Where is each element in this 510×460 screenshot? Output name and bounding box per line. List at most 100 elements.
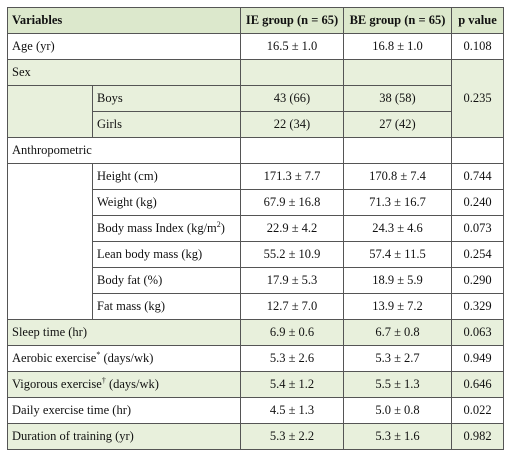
label-cell: Sleep time (hr) [7,319,241,346]
be-value: 18.9 ± 5.9 [343,267,452,294]
p-value: 0.108 [451,33,504,60]
label-cell: Sex [7,59,241,86]
label-cell: Boys [92,85,241,112]
table-row: Vigorous exercise† (days/wk) 5.4 ± 1.2 5.5… [7,371,504,398]
label-text: Lean body mass (kg) [97,247,203,261]
be-value: 5.5 ± 1.3 [343,371,452,398]
label-cell: Fat mass (kg) [92,293,241,320]
label-cell: Height (cm) [92,163,241,190]
be-value: 13.9 ± 7.2 [343,293,452,320]
ie-value: 16.5 ± 1.0 [240,33,344,60]
header-row: Variables IE group (n = 65) BE group (n = … [7,7,504,34]
p-value: 0.022 [451,397,504,424]
be-value: 5.3 ± 2.7 [343,345,452,372]
be-value: 6.7 ± 0.8 [343,319,452,346]
ie-value: 17.9 ± 5.3 [240,267,344,294]
p-value: 0.240 [451,189,504,216]
label-text: Age (yr) [12,39,55,53]
label-text: Duration of training (yr) [12,429,134,443]
be-value: 170.8 ± 7.4 [343,163,452,190]
label-text: Sleep time (hr) [12,325,87,339]
p-value: 0.329 [451,293,504,320]
be-value: 71.3 ± 16.7 [343,189,452,216]
label-text: Height (cm) [97,169,158,183]
ie-value: 43 (66) [240,85,344,112]
indent-cell [7,163,93,320]
p-value: 0.073 [451,215,504,242]
ie-value: 171.3 ± 7.7 [240,163,344,190]
empty-cell [240,137,344,164]
empty-cell [343,59,452,86]
table-row: Daily exercise time (hr) 4.5 ± 1.3 5.0 ± 0… [7,397,504,424]
data-table: Variables IE group (n = 65) BE group (n = … [7,7,504,450]
sub-row: Body mass Index (kg/m2) 22.9 ± 4.2 24.3 ± … [8,215,504,242]
label-cell: Duration of training (yr) [7,423,241,450]
be-value: 5.3 ± 1.6 [343,423,452,450]
p-value: 0.949 [451,345,504,372]
ie-value: 22 (34) [240,111,344,138]
label-text: Aerobic exercise [12,351,97,365]
empty-cell [240,59,344,86]
label-text-end: ) [220,221,225,235]
table-row: Sex 0.235 [7,59,504,138]
table-row: Duration of training (yr) 5.3 ± 2.2 5.3 ± … [7,423,504,450]
p-value: 0.744 [451,163,504,190]
ie-value: 6.9 ± 0.6 [240,319,344,346]
label-cell: Daily exercise time (hr) [7,397,241,424]
header-cell: BE group (n = 65) [343,7,452,34]
sub-row: Boys 43 (66) 38 (58) [7,85,504,138]
label-text: Girls [97,117,122,131]
label-text: Daily exercise time (hr) [12,403,132,417]
table-row: Anthropometric [7,137,504,164]
ie-value: 22.9 ± 4.2 [240,215,344,242]
sub-row: Body fat (%) 17.9 ± 5.3 18.9 ± 5.9 0.290 [8,267,504,294]
ie-value: 55.2 ± 10.9 [240,241,344,268]
be-value: 27 (42) [343,111,452,138]
table-body: Variables IE group (n = 65) BE group (n = … [7,7,504,450]
label-cell: Vigorous exercise† (days/wk) [7,371,241,398]
ie-value: 5.4 ± 1.2 [240,371,344,398]
ie-value: 4.5 ± 1.3 [240,397,344,424]
label-cell: Anthropometric [7,137,241,164]
be-value: 57.4 ± 11.5 [343,241,452,268]
table-row: Aerobic exercise* (days/wk) 5.3 ± 2.6 5.3 … [7,345,504,372]
p-value: 0.646 [451,371,504,398]
empty-cell [451,137,504,164]
table-row: Age (yr) 16.5 ± 1.0 16.8 ± 1.0 0.108 [7,33,504,60]
be-value: 5.0 ± 0.8 [343,397,452,424]
ie-value: 67.9 ± 16.8 [240,189,344,216]
sub-row: Height (cm) 171.3 ± 7.7 170.8 ± 7.4 0.744 [7,163,504,320]
label-cell: Girls [92,111,241,138]
label-cell: Body fat (%) [92,267,241,294]
p-value: 0.982 [451,423,504,450]
label-superscript: * [96,349,101,359]
label-superscript: 2 [216,219,221,229]
label-text: Vigorous exercise [12,377,102,391]
table-row: Sleep time (hr) 6.9 ± 0.6 6.7 ± 0.8 0.063 [7,319,504,346]
sub-row: Weight (kg) 67.9 ± 16.8 71.3 ± 16.7 0.240 [8,189,504,216]
label-cell: Aerobic exercise* (days/wk) [7,345,241,372]
p-value: 0.254 [451,241,504,268]
be-value: 24.3 ± 4.6 [343,215,452,242]
header-cell: Variables [7,7,241,34]
label-text: Anthropometric [12,143,92,157]
be-value: 38 (58) [343,85,452,112]
label-cell: Weight (kg) [92,189,241,216]
indent-cell [7,85,93,138]
p-value: 0.290 [451,267,504,294]
label-text: Body fat (%) [97,273,163,287]
p-value: 0.063 [451,319,504,346]
label-cell: Body mass Index (kg/m2) [92,215,241,242]
sub-row: Girls 22 (34) 27 (42) [8,111,504,138]
label-text-end: (days/wk) [105,377,159,391]
label-cell: Age (yr) [7,33,241,60]
be-value: 16.8 ± 1.0 [343,33,452,60]
ie-value: 5.3 ± 2.2 [240,423,344,450]
header-cell: p value [451,7,504,34]
label-superscript: † [101,375,106,385]
header-cell: IE group (n = 65) [240,7,344,34]
label-text: Sex [12,65,31,79]
label-text-end: (days/wk) [100,351,154,365]
label-text: Body mass Index (kg/m [97,221,217,235]
